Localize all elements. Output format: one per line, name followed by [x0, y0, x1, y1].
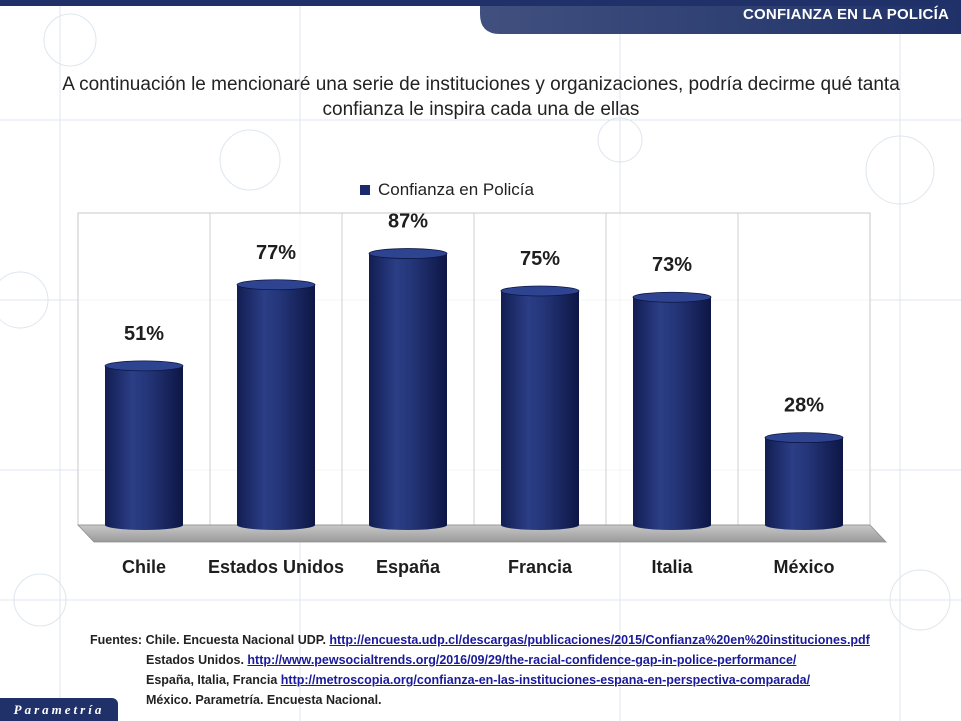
source-row: Fuentes: Chile. Encuesta Nacional UDP. h…: [90, 630, 950, 650]
source-label: Estados Unidos.: [146, 653, 248, 667]
bar-top-cap: [368, 248, 448, 259]
bar-españa: [369, 253, 447, 530]
value-label: 51%: [124, 323, 164, 345]
bar-italia: [633, 297, 711, 530]
bar-chile: [105, 365, 183, 530]
value-label: 73%: [652, 254, 692, 276]
bar-top-cap: [764, 432, 844, 444]
bar-top-cap: [632, 291, 712, 303]
source-label: Chile. Encuesta Nacional UDP.: [145, 633, 330, 647]
legend-swatch: [360, 185, 370, 195]
source-link[interactable]: http://metroscopia.org/confianza-en-las-…: [280, 673, 811, 687]
plot-area: [77, 212, 887, 543]
category-label: España: [376, 557, 441, 577]
source-link[interactable]: http://www.pewsocialtrends.org/2016/09/2…: [247, 653, 797, 667]
category-label: Francia: [508, 557, 573, 577]
value-label: 28%: [784, 395, 824, 417]
category-label: Italia: [651, 557, 693, 577]
source-label: México. Parametría. Encuesta Nacional.: [146, 693, 382, 707]
survey-question: A continuación le mencionaré una serie d…: [62, 74, 900, 120]
value-label: 87%: [388, 211, 428, 233]
category-label: México: [773, 557, 834, 577]
chart-legend: Confianza en Policía: [360, 180, 534, 200]
source-row: Estados Unidos. http://www.pewsocialtren…: [90, 650, 950, 670]
source-link[interactable]: http://encuesta.udp.cl/descargas/publica…: [329, 633, 870, 647]
bar-francia: [501, 291, 579, 530]
bars-group: [104, 248, 844, 530]
sources-block: Fuentes: Chile. Encuesta Nacional UDP. h…: [90, 630, 950, 710]
source-row: México. Parametría. Encuesta Nacional.: [90, 690, 950, 710]
bar-estados-unidos: [237, 284, 315, 530]
value-label: 77%: [256, 242, 296, 264]
bar-top-cap: [500, 285, 580, 297]
source-label: España, Italia, Francia: [146, 673, 281, 687]
labels-group: 51% Chile 77% Estados Unidos 87% España 75% Fra…: [122, 211, 835, 577]
category-label: Chile: [122, 557, 166, 577]
source-row: España, Italia, Francia http://metroscop…: [90, 670, 950, 690]
category-label: Estados Unidos: [208, 557, 344, 577]
bar-méxico: [765, 437, 843, 530]
brand-logo: Parametría: [0, 698, 118, 721]
legend-label: Confianza en Policía: [378, 180, 534, 199]
bar-top-cap: [236, 279, 316, 291]
value-label: 75%: [520, 248, 560, 270]
header-bar: [0, 0, 961, 34]
bar-top-cap: [104, 360, 184, 372]
chart-floor: [77, 524, 887, 543]
sources-lead: Fuentes:: [90, 633, 146, 647]
slide-title: CONFIANZA EN LA POLICÍA: [743, 6, 949, 23]
